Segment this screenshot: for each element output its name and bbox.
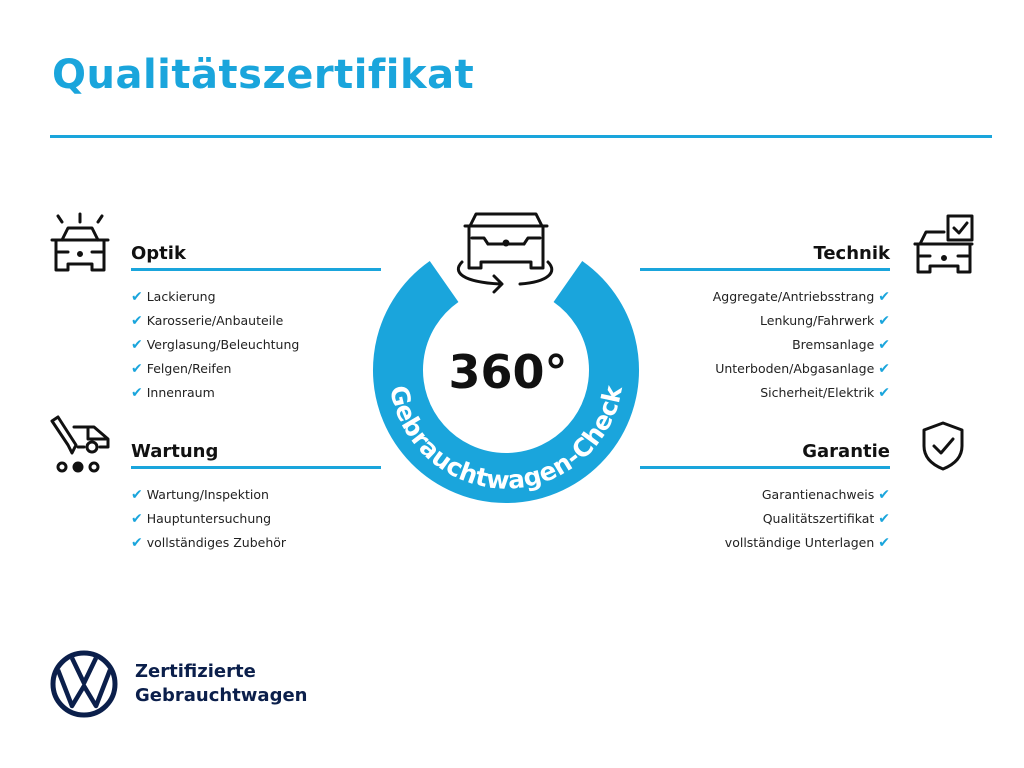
list-item: Sicherheit/Elektrik ✔ bbox=[760, 385, 890, 401]
section-heading: Garantie bbox=[802, 441, 890, 462]
check-icon: ✔ bbox=[878, 487, 890, 503]
title-divider bbox=[50, 135, 992, 138]
car-rotate-icon bbox=[456, 212, 554, 294]
check-icon: ✔ bbox=[131, 535, 143, 551]
section-garantie: Garantie Garantienachweis ✔ Qualitätszer… bbox=[640, 438, 890, 555]
check-icon: ✔ bbox=[131, 487, 143, 503]
section-optik: Optik ✔ Lackierung ✔ Karosserie/Anbautei… bbox=[131, 240, 381, 405]
section-heading: Technik bbox=[813, 243, 890, 264]
check-icon: ✔ bbox=[878, 337, 890, 353]
section-heading: Optik bbox=[131, 243, 186, 264]
list-item: Bremsanlage ✔ bbox=[792, 337, 890, 353]
check-icon: ✔ bbox=[878, 511, 890, 527]
list-item: ✔ Hauptuntersuchung bbox=[131, 511, 272, 527]
list-item: ✔ Lackierung bbox=[131, 289, 216, 305]
check-icon: ✔ bbox=[131, 385, 143, 401]
section-wartung: Wartung ✔ Wartung/Inspektion ✔ Hauptunte… bbox=[131, 438, 381, 555]
section-divider bbox=[640, 268, 890, 271]
section-divider bbox=[131, 268, 381, 271]
page-title: Qualitätszertifikat bbox=[52, 52, 475, 98]
car-checklist-icon bbox=[913, 214, 974, 274]
list-item: ✔ Felgen/Reifen bbox=[131, 361, 232, 377]
vw-logo bbox=[50, 650, 118, 718]
list-item: vollständige Unterlagen ✔ bbox=[724, 535, 890, 551]
list-item: Unterboden/Abgasanlage ✔ bbox=[715, 361, 890, 377]
list-item: Lenkung/Fahrwerk ✔ bbox=[760, 313, 890, 329]
section-technik: Technik Aggregate/Antriebsstrang ✔ Lenku… bbox=[640, 240, 890, 405]
check-icon: ✔ bbox=[878, 313, 890, 329]
check-icon: ✔ bbox=[878, 361, 890, 377]
check-icon: ✔ bbox=[131, 361, 143, 377]
check-icon: ✔ bbox=[131, 289, 143, 305]
check-icon: ✔ bbox=[131, 337, 143, 353]
list-item: ✔ Karosserie/Anbauteile bbox=[131, 313, 284, 329]
list-item: Aggregate/Antriebsstrang ✔ bbox=[712, 289, 890, 305]
footer-brand-text: Zertifizierte Gebrauchtwagen bbox=[135, 661, 308, 706]
check-icon: ✔ bbox=[131, 511, 143, 527]
ring-text: Gebrauchtwagen-Check bbox=[384, 382, 628, 495]
list-item: ✔ vollständiges Zubehör bbox=[131, 535, 287, 551]
section-heading: Wartung bbox=[131, 441, 219, 462]
car-lights-icon bbox=[50, 212, 110, 272]
list-item: ✔ Verglasung/Beleuchtung bbox=[131, 337, 300, 353]
ring-arc bbox=[373, 261, 639, 503]
check-icon: ✔ bbox=[878, 385, 890, 401]
list-item: ✔ Wartung/Inspektion bbox=[131, 487, 269, 503]
check-icon: ✔ bbox=[878, 535, 890, 551]
big-360-text: 360° bbox=[448, 345, 567, 399]
section-divider bbox=[131, 466, 381, 469]
list-item: Garantienachweis ✔ bbox=[761, 487, 890, 503]
list-item: Qualitätszertifikat ✔ bbox=[762, 511, 890, 527]
service-van-icon bbox=[50, 415, 110, 473]
list-item: ✔ Innenraum bbox=[131, 385, 215, 401]
check-icon: ✔ bbox=[878, 289, 890, 305]
shield-check-icon bbox=[922, 421, 964, 471]
section-divider bbox=[640, 466, 890, 469]
check-icon: ✔ bbox=[131, 313, 143, 329]
